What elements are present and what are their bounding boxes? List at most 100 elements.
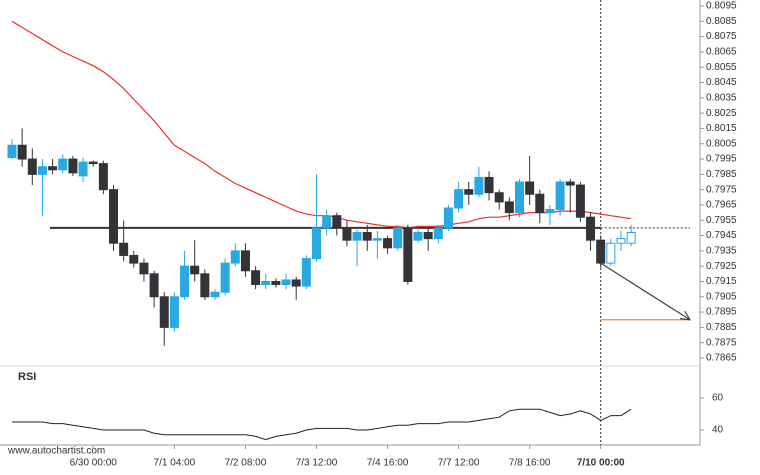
candle-body bbox=[626, 232, 636, 244]
candle-body bbox=[261, 280, 271, 286]
candle-body bbox=[58, 158, 68, 171]
candle-body bbox=[332, 215, 342, 229]
y-tick-label: 0.7955 bbox=[706, 215, 737, 226]
candle-body bbox=[271, 280, 281, 286]
candle-body bbox=[413, 232, 423, 241]
x-tick-label: 7/10 00:00 bbox=[577, 458, 625, 469]
candle-body bbox=[169, 296, 179, 328]
candle-body bbox=[433, 227, 443, 240]
candle-body bbox=[281, 279, 291, 286]
y-tick-label: 0.8045 bbox=[706, 77, 737, 88]
y-tick-label: 0.7875 bbox=[706, 337, 737, 348]
candle-body bbox=[494, 192, 504, 203]
candle-body bbox=[525, 181, 535, 195]
candle-body bbox=[109, 189, 118, 244]
y-tick-label: 0.8015 bbox=[706, 123, 737, 134]
candle-body bbox=[27, 158, 37, 175]
candle-body bbox=[119, 242, 129, 256]
y-tick-label: 0.7995 bbox=[706, 154, 737, 165]
y-tick-label: 0.7945 bbox=[706, 230, 737, 241]
candle-body bbox=[454, 189, 464, 209]
candle-body bbox=[78, 161, 88, 177]
y-tick-label: 0.7905 bbox=[706, 291, 737, 302]
x-tick-label: 7/8 16:00 bbox=[509, 458, 551, 469]
candle-body bbox=[17, 144, 27, 160]
candle-body bbox=[342, 227, 352, 241]
candle-body bbox=[575, 184, 585, 218]
candle-body bbox=[48, 166, 58, 171]
y-tick-label: 0.8025 bbox=[706, 108, 737, 119]
candle-body bbox=[312, 227, 321, 260]
rsi-title: RSI bbox=[18, 371, 36, 383]
candle-body bbox=[98, 163, 108, 191]
y-tick-label: 0.7975 bbox=[706, 184, 737, 195]
y-tick-label: 0.8065 bbox=[706, 47, 737, 58]
candle-body bbox=[443, 207, 453, 229]
y-tick-label: 0.7925 bbox=[706, 261, 737, 272]
candle-body bbox=[352, 232, 362, 241]
arrow-head bbox=[680, 310, 692, 321]
candle-body bbox=[464, 189, 474, 195]
y-tick-label: 0.8005 bbox=[706, 138, 737, 149]
candle-body bbox=[149, 273, 159, 298]
candle-body bbox=[504, 201, 514, 214]
candle-body bbox=[393, 227, 403, 249]
candle-body bbox=[545, 209, 555, 214]
candle-body bbox=[515, 181, 524, 214]
y-tick-label: 0.7965 bbox=[706, 200, 737, 211]
candle-body bbox=[210, 291, 220, 298]
candle-body bbox=[190, 265, 200, 275]
y-tick-label: 0.8035 bbox=[706, 92, 737, 103]
footer: www.autochartist.com bbox=[7, 446, 105, 457]
candle-body bbox=[322, 215, 332, 229]
candle-body bbox=[180, 265, 190, 298]
candle-body bbox=[88, 161, 98, 165]
candle-body bbox=[484, 176, 494, 194]
candle-body bbox=[474, 176, 484, 195]
candle-body bbox=[565, 181, 575, 186]
x-tick-label: 7/2 08:00 bbox=[225, 458, 267, 469]
x-tick-label: 7/1 04:00 bbox=[154, 458, 196, 469]
y-tick-label: 0.7895 bbox=[706, 307, 737, 318]
x-tick-label: 7/3 12:00 bbox=[296, 458, 338, 469]
rsi-y-tick-label: 60 bbox=[712, 393, 724, 404]
forecast-arrow bbox=[600, 262, 691, 321]
y-tick-label: 0.7985 bbox=[706, 169, 737, 180]
candle-body bbox=[362, 232, 372, 241]
candle-body bbox=[200, 273, 210, 298]
moving-average bbox=[11, 20, 632, 229]
y-tick-label: 0.8075 bbox=[706, 31, 737, 42]
candle-body bbox=[240, 250, 250, 272]
candle-body bbox=[251, 270, 261, 286]
y-tick-label: 0.7935 bbox=[706, 246, 737, 257]
candle-body bbox=[616, 238, 626, 244]
rsi-y-tick-label: 40 bbox=[712, 425, 724, 436]
candle-body bbox=[139, 262, 149, 275]
candle-body bbox=[7, 144, 17, 159]
candle-body bbox=[291, 279, 301, 287]
y-tick-label: 0.7865 bbox=[706, 353, 737, 364]
rsi-line bbox=[12, 408, 632, 441]
y-tick-label: 0.7915 bbox=[706, 276, 737, 287]
candle-body bbox=[535, 193, 545, 214]
candle-body bbox=[159, 296, 169, 328]
candle-body bbox=[230, 250, 240, 264]
candle-body bbox=[403, 227, 413, 282]
candle-body bbox=[220, 262, 230, 293]
candle-body bbox=[606, 242, 616, 264]
candle-body bbox=[383, 238, 393, 249]
candle-body bbox=[129, 254, 139, 264]
candle-body bbox=[372, 238, 382, 241]
x-tick-label: 7/4 16:00 bbox=[367, 458, 409, 469]
x-tick-label: 7/7 12:00 bbox=[438, 458, 480, 469]
candle-body bbox=[555, 181, 565, 211]
y-tick-label: 0.8055 bbox=[706, 62, 737, 73]
candle-body bbox=[586, 216, 596, 241]
x-tick-label: 6/30 00:00 bbox=[70, 458, 118, 469]
y-tick-label: 0.7885 bbox=[706, 322, 737, 333]
y-tick-label: 0.8085 bbox=[706, 16, 737, 27]
candle-body bbox=[37, 166, 47, 175]
y-tick-label: 0.8095 bbox=[706, 1, 737, 12]
candle-body bbox=[301, 258, 311, 287]
